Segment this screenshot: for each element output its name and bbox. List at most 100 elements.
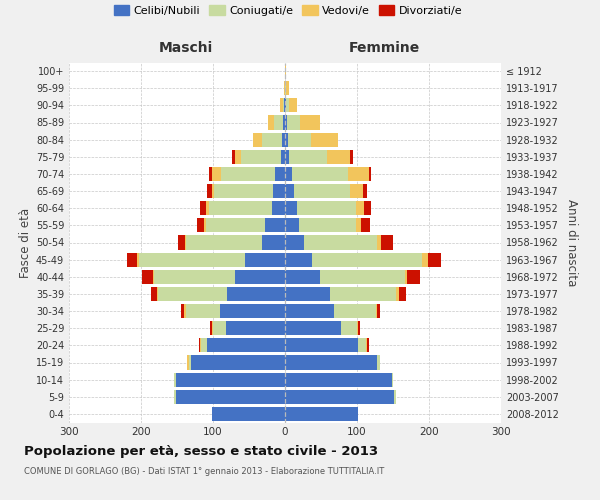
Bar: [154, 270, 235, 284]
Bar: [377, 236, 382, 250]
Bar: [226, 321, 285, 335]
Bar: [399, 287, 406, 301]
Bar: [357, 321, 358, 335]
Bar: [212, 321, 213, 335]
Bar: [191, 356, 285, 370]
Bar: [235, 270, 285, 284]
Bar: [394, 390, 396, 404]
Bar: [356, 201, 364, 215]
Bar: [221, 167, 275, 181]
Bar: [174, 390, 176, 404]
Bar: [285, 81, 286, 95]
Bar: [274, 184, 285, 198]
Text: Femmine: Femmine: [349, 42, 420, 56]
Bar: [185, 236, 187, 250]
Bar: [288, 132, 311, 146]
Bar: [200, 338, 202, 352]
Bar: [377, 356, 380, 370]
Bar: [285, 407, 358, 421]
Bar: [158, 287, 227, 301]
Bar: [275, 167, 285, 181]
Bar: [358, 338, 365, 352]
Bar: [313, 252, 422, 266]
Bar: [300, 116, 320, 130]
Bar: [285, 287, 329, 301]
Bar: [205, 218, 206, 232]
Bar: [396, 287, 399, 301]
Bar: [152, 270, 154, 284]
Bar: [293, 184, 350, 198]
Bar: [363, 184, 367, 198]
Bar: [285, 338, 358, 352]
Bar: [364, 201, 371, 215]
Bar: [139, 252, 245, 266]
Bar: [235, 150, 241, 164]
Bar: [285, 252, 313, 266]
Bar: [241, 150, 281, 164]
Bar: [377, 304, 380, 318]
Bar: [181, 304, 184, 318]
Bar: [187, 236, 262, 250]
Bar: [206, 218, 265, 232]
Bar: [292, 167, 349, 181]
Bar: [174, 372, 176, 386]
Bar: [289, 150, 327, 164]
Bar: [281, 150, 285, 164]
Bar: [285, 321, 341, 335]
Legend: Celibi/Nubili, Coniugati/e, Vedovi/e, Divorziati/e: Celibi/Nubili, Coniugati/e, Vedovi/e, Di…: [109, 0, 467, 20]
Bar: [285, 132, 288, 146]
Bar: [178, 236, 185, 250]
Bar: [213, 321, 226, 335]
Bar: [329, 287, 396, 301]
Bar: [265, 218, 285, 232]
Bar: [207, 184, 212, 198]
Bar: [368, 167, 371, 181]
Bar: [209, 201, 272, 215]
Bar: [227, 287, 285, 301]
Bar: [212, 184, 214, 198]
Bar: [365, 338, 367, 352]
Text: Popolazione per età, sesso e stato civile - 2013: Popolazione per età, sesso e stato civil…: [24, 445, 378, 458]
Bar: [280, 98, 283, 112]
Bar: [285, 356, 377, 370]
Bar: [188, 356, 191, 370]
Bar: [176, 372, 285, 386]
Bar: [206, 201, 209, 215]
Bar: [220, 304, 285, 318]
Bar: [184, 304, 185, 318]
Bar: [287, 116, 300, 130]
Bar: [367, 338, 368, 352]
Bar: [262, 132, 282, 146]
Bar: [382, 236, 393, 250]
Bar: [285, 64, 286, 78]
Bar: [285, 390, 394, 404]
Bar: [282, 132, 285, 146]
Bar: [272, 201, 285, 215]
Bar: [350, 150, 353, 164]
Bar: [197, 218, 205, 232]
Bar: [214, 184, 274, 198]
Bar: [274, 116, 283, 130]
Bar: [285, 150, 289, 164]
Bar: [428, 252, 440, 266]
Text: Maschi: Maschi: [158, 42, 213, 56]
Bar: [299, 218, 356, 232]
Bar: [304, 236, 377, 250]
Bar: [285, 270, 320, 284]
Bar: [350, 184, 363, 198]
Bar: [296, 201, 356, 215]
Y-axis label: Fasce di età: Fasce di età: [19, 208, 32, 278]
Bar: [212, 167, 221, 181]
Bar: [361, 218, 370, 232]
Bar: [392, 372, 393, 386]
Bar: [286, 98, 289, 112]
Bar: [210, 321, 212, 335]
Bar: [209, 167, 212, 181]
Bar: [212, 407, 285, 421]
Bar: [327, 150, 350, 164]
Bar: [185, 304, 220, 318]
Bar: [285, 167, 292, 181]
Bar: [285, 372, 392, 386]
Bar: [358, 321, 360, 335]
Bar: [311, 132, 338, 146]
